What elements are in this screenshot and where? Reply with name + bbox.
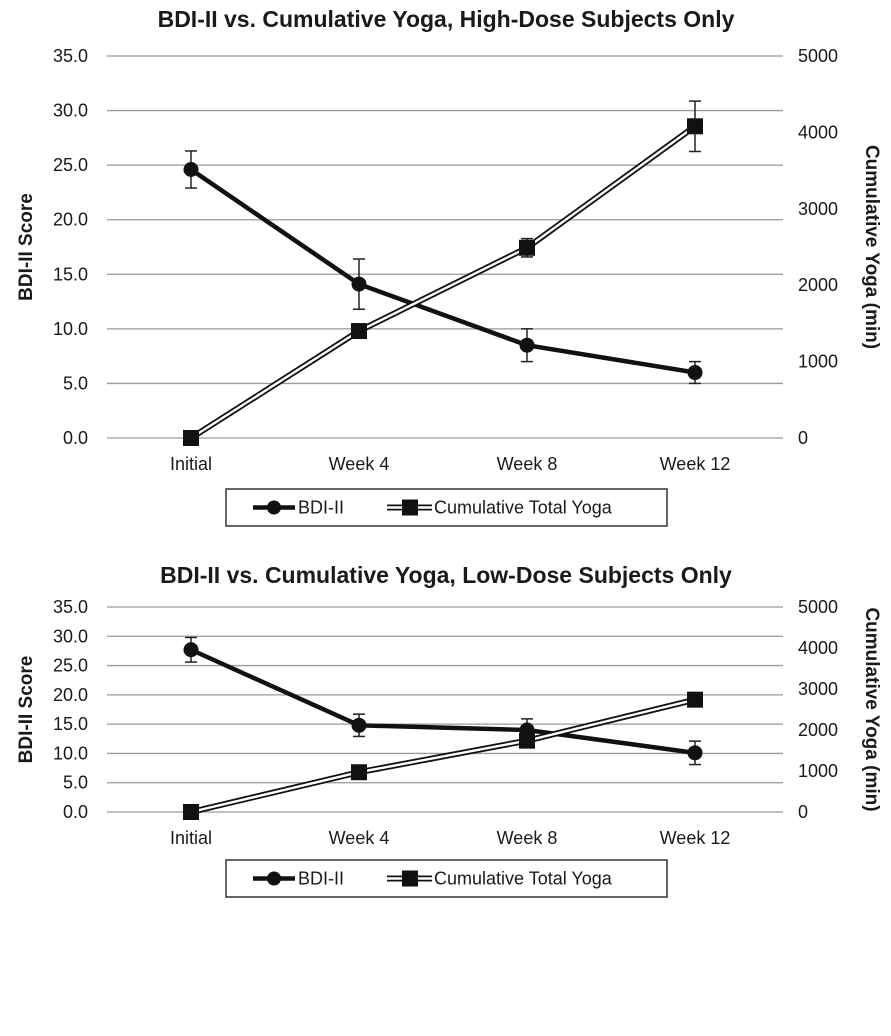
chart-title: BDI-II vs. Cumulative Yoga, Low-Dose Sub… [160, 562, 732, 588]
chart-title: BDI-II vs. Cumulative Yoga, High-Dose Su… [158, 6, 735, 32]
y2-axis-title: Cumulative Yoga (min) [861, 607, 882, 811]
y-tick-label: 30.0 [53, 626, 88, 646]
series-yoga [183, 691, 703, 820]
y2-tick-label: 2000 [798, 275, 838, 295]
y2-tick-label: 0 [798, 428, 808, 448]
y2-tick-label: 2000 [798, 720, 838, 740]
x-tick-label: Initial [170, 828, 212, 848]
data-point [351, 276, 367, 292]
y2-tick-label: 1000 [798, 352, 838, 372]
y-tick-label: 5.0 [63, 373, 88, 393]
x-tick-label: Week 8 [497, 828, 558, 848]
data-point [519, 239, 535, 256]
data-point [351, 323, 367, 340]
y-tick-label: 25.0 [53, 656, 88, 676]
data-point [351, 717, 367, 733]
data-point [183, 162, 199, 178]
data-point [183, 642, 199, 658]
data-point [183, 430, 199, 446]
y2-tick-label: 3000 [798, 199, 838, 219]
y-tick-label: 0.0 [63, 802, 88, 822]
data-point [687, 691, 703, 708]
y2-tick-label: 1000 [798, 761, 838, 781]
data-point [351, 764, 367, 781]
legend-marker-yoga [402, 870, 418, 887]
y-tick-label: 5.0 [63, 773, 88, 793]
chart-panel-2: BDI-II vs. Cumulative Yoga, Low-Dose Sub… [16, 562, 882, 898]
legend-box [225, 859, 668, 898]
y-axis-title: BDI-II Score [16, 193, 37, 301]
x-tick-label: Week 8 [497, 454, 558, 474]
legend-marker-yoga [402, 499, 418, 516]
data-point [519, 337, 535, 353]
legend-label-yoga: Cumulative Total Yoga [434, 869, 613, 889]
data-point [687, 118, 703, 135]
legend-box [225, 488, 668, 527]
data-point [687, 745, 703, 761]
legend-label-yoga: Cumulative Total Yoga [434, 498, 613, 518]
y-tick-label: 20.0 [53, 210, 88, 230]
data-point [183, 804, 199, 820]
y2-tick-label: 5000 [798, 597, 838, 617]
x-tick-label: Week 4 [329, 828, 390, 848]
y-tick-label: 10.0 [53, 319, 88, 339]
legend: BDI-II Cumulative Total Yoga [225, 488, 668, 527]
chart-panel-1: BDI-II vs. Cumulative Yoga, High-Dose Su… [16, 6, 882, 527]
legend: BDI-II Cumulative Total Yoga [225, 859, 668, 898]
y-tick-label: 15.0 [53, 714, 88, 734]
legend-marker-bdi [267, 500, 281, 515]
legend-marker-bdi [267, 871, 281, 886]
series-bdi [183, 150, 703, 385]
series-line-inner [190, 125, 696, 440]
x-tick-label: Week 12 [660, 828, 731, 848]
y-tick-label: 10.0 [53, 743, 88, 763]
series-line-inner [190, 698, 696, 814]
x-tick-label: Week 12 [660, 454, 731, 474]
y-tick-label: 30.0 [53, 101, 88, 121]
legend-label-bdi: BDI-II [298, 498, 344, 518]
y-tick-label: 0.0 [63, 428, 88, 448]
legend-label-bdi: BDI-II [298, 869, 344, 889]
y2-tick-label: 0 [798, 802, 808, 822]
x-tick-label: Week 4 [329, 454, 390, 474]
y2-tick-label: 3000 [798, 679, 838, 699]
x-tick-label: Initial [170, 454, 212, 474]
y-tick-label: 25.0 [53, 155, 88, 175]
y-tick-label: 35.0 [53, 46, 88, 66]
y2-tick-label: 4000 [798, 638, 838, 658]
y2-tick-label: 4000 [798, 122, 838, 142]
data-point [519, 732, 535, 749]
y-tick-label: 35.0 [53, 597, 88, 617]
y-tick-label: 15.0 [53, 264, 88, 284]
data-point [687, 365, 703, 381]
series-line [190, 647, 696, 756]
series-bdi [183, 636, 703, 766]
y-tick-label: 20.0 [53, 685, 88, 705]
y2-tick-label: 5000 [798, 46, 838, 66]
y-axis-title: BDI-II Score [16, 656, 37, 764]
series-line [189, 167, 696, 375]
series-yoga [183, 100, 703, 446]
y2-axis-title: Cumulative Yoga (min) [861, 145, 882, 349]
